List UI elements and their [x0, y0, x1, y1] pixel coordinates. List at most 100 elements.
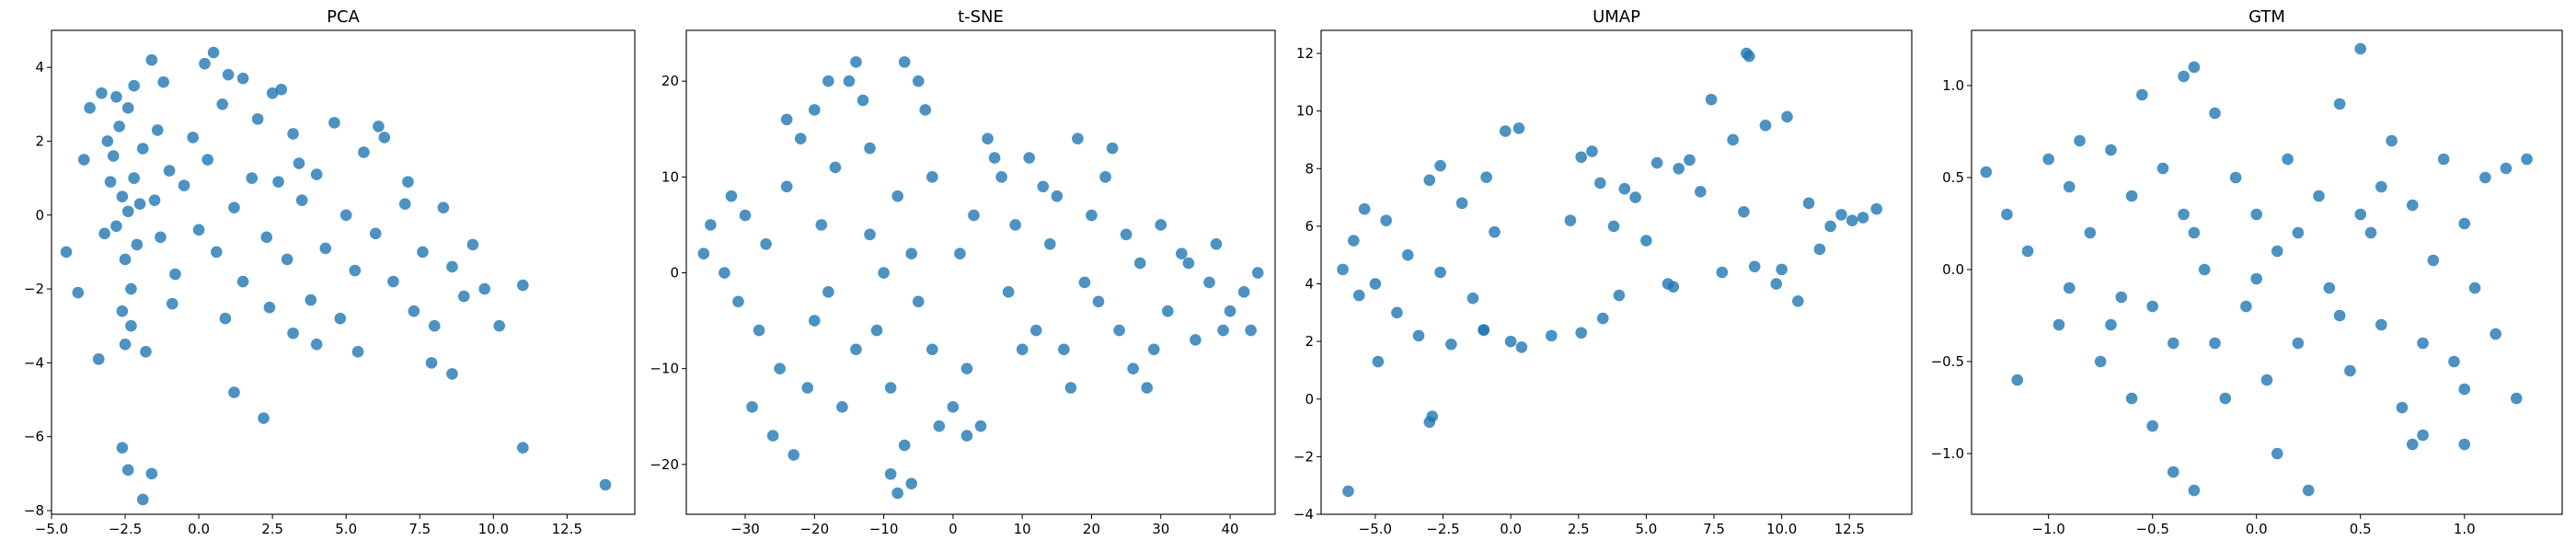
data-point [1224, 305, 1236, 317]
data-point [428, 319, 441, 332]
data-point [2198, 263, 2211, 276]
data-point [1342, 485, 1354, 498]
scatter-points [60, 46, 612, 506]
data-point [1099, 171, 1111, 183]
data-point [753, 324, 765, 337]
data-point [2001, 208, 2013, 221]
data-point [517, 442, 529, 454]
y-tick-label: −4 [1294, 506, 1314, 523]
data-point [1190, 334, 1202, 346]
data-point [110, 220, 122, 233]
data-point [199, 57, 211, 70]
data-point [788, 449, 800, 461]
data-point [2125, 190, 2138, 202]
data-point [1016, 343, 1029, 356]
data-point [1127, 362, 1139, 374]
data-point [378, 132, 391, 144]
data-point [2188, 226, 2201, 239]
data-point [113, 121, 125, 132]
data-point [125, 319, 137, 332]
data-point [725, 190, 738, 202]
data-point [219, 312, 232, 325]
data-point [2209, 337, 2221, 350]
data-point [2240, 300, 2252, 313]
x-tick-label: 0.0 [1500, 521, 1522, 537]
data-point [995, 171, 1007, 183]
data-point [1727, 133, 1739, 146]
data-point [2167, 466, 2179, 478]
data-point [207, 46, 220, 59]
data-point [1133, 257, 1146, 270]
data-point [119, 339, 132, 351]
x-tick-label: 7.5 [408, 521, 431, 537]
data-point [121, 102, 134, 114]
data-point [2417, 337, 2429, 350]
data-point [1086, 209, 1098, 222]
data-point [349, 264, 362, 277]
data-point [815, 219, 828, 231]
data-point [281, 253, 293, 266]
data-point [1607, 220, 1620, 233]
data-point [2427, 254, 2440, 267]
data-point [260, 231, 273, 244]
data-point [319, 242, 332, 255]
data-point [2146, 300, 2158, 313]
y-tick-label: 2 [1305, 333, 1314, 350]
panel-title: GTM [2248, 7, 2285, 27]
data-point [1002, 286, 1015, 298]
data-point [2125, 392, 2138, 405]
panel-gtm: GTM −1.0 −0.5 0.0 0.5 1.0 −1.0 −0.5 0.0 0.5 1.0 [1931, 7, 2563, 537]
data-point [373, 121, 385, 132]
data-point [437, 201, 450, 214]
data-point [140, 346, 152, 358]
data-point [836, 401, 848, 413]
x-tick-label: 10 [1014, 521, 1031, 537]
data-point [2282, 153, 2294, 166]
data-point [2396, 401, 2409, 414]
data-point [201, 154, 214, 166]
data-point [864, 142, 876, 155]
scatter-points [1980, 42, 2533, 497]
data-point [2406, 438, 2419, 451]
data-point [1640, 235, 1652, 247]
data-point [211, 246, 223, 259]
data-point [1434, 266, 1446, 279]
x-tick-label: −30 [730, 521, 760, 537]
x-tick-label: −1.0 [2031, 521, 2064, 537]
plot-frame [1971, 29, 2563, 515]
y-tick-label: 4 [1305, 276, 1314, 293]
x-tick-label: 0.0 [188, 521, 210, 537]
x-tick-label: 0.5 [2350, 521, 2372, 537]
y-tick-label: 1.0 [1942, 77, 1964, 94]
data-point [1480, 171, 1492, 183]
data-point [266, 86, 279, 99]
x-tick-label: 0.0 [2246, 521, 2268, 537]
data-point [1596, 312, 1609, 325]
y-tick-label: −4 [24, 354, 44, 371]
data-point [960, 430, 973, 442]
data-point [145, 467, 158, 480]
data-point [1512, 122, 1525, 134]
data-point [1813, 243, 1826, 256]
data-point [2302, 484, 2315, 497]
data-point [2406, 199, 2419, 212]
x-tick-label: 12.5 [1834, 521, 1865, 537]
data-point [2105, 144, 2117, 156]
y-tick-label: 0 [35, 207, 44, 224]
data-point [2292, 337, 2305, 350]
scatter-points [1337, 47, 1883, 498]
data-point [1352, 289, 1365, 302]
data-point [2188, 484, 2201, 497]
data-point [293, 157, 305, 169]
data-point [1594, 177, 1606, 190]
data-point [822, 286, 834, 298]
data-point [780, 113, 793, 126]
data-point [1564, 214, 1577, 226]
data-point [1217, 324, 1229, 337]
data-point [891, 190, 903, 202]
data-point [1489, 225, 1501, 238]
data-point [136, 143, 149, 155]
data-point [1586, 145, 1598, 157]
data-point [1743, 50, 1755, 63]
